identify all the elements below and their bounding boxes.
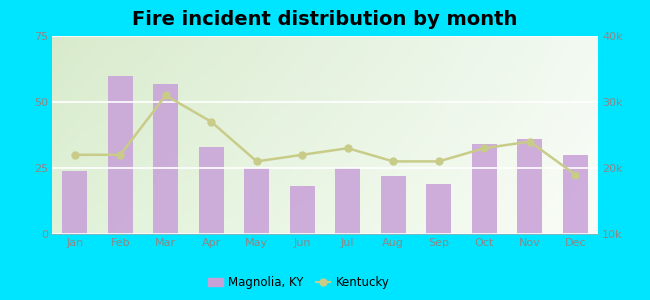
Bar [426, 184, 451, 234]
Title: Fire incident distribution by month: Fire incident distribution by month [133, 10, 517, 29]
Bar [199, 147, 224, 234]
Bar [290, 187, 315, 234]
Bar [472, 144, 497, 234]
Bar [563, 155, 588, 234]
Bar [517, 139, 542, 234]
Legend: Magnolia, KY, Kentucky: Magnolia, KY, Kentucky [203, 272, 395, 294]
Bar [62, 171, 87, 234]
Bar [335, 168, 360, 234]
Bar [244, 168, 269, 234]
Bar [108, 76, 133, 234]
Bar [381, 176, 406, 234]
Bar [153, 83, 178, 234]
